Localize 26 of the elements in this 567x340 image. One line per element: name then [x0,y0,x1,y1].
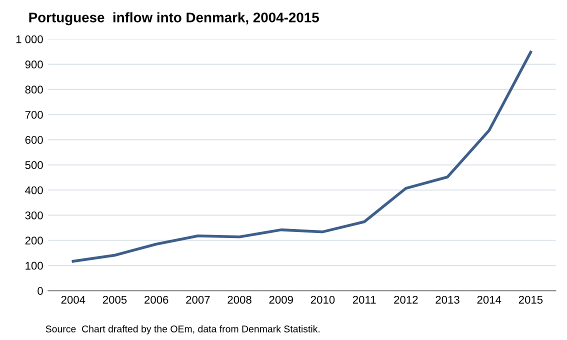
y-tick-label: 300 [25,211,43,220]
x-tick-label: 2012 [394,296,418,304]
x-tick-label: 2013 [436,296,460,304]
x-tick-label: 2011 [352,296,376,304]
y-tick-label: 200 [25,236,43,245]
y-tick-label: 700 [25,110,43,119]
x-tick-label: 2007 [186,296,210,304]
x-tick-label: 2010 [310,296,335,304]
y-tick-label: 500 [25,161,43,170]
chart-title: Portuguese inflow into Denmark, 2004-2015 [29,12,319,26]
x-tick-label: 2004 [61,296,86,304]
y-tick-label: 100 [26,262,43,270]
x-tick-label: 2008 [228,296,252,304]
x-tick-label: 2006 [144,296,168,304]
x-tick-label: 2005 [102,296,127,304]
x-tick-label: 2015 [518,296,543,304]
x-tick-label: 2014 [477,296,502,304]
y-tick-label: 800 [25,86,43,94]
y-tick-label: 900 [25,60,43,68]
source-note: Source Chart drafted by the OEm, data from Denmark Statistik. [46,325,320,334]
y-tick-label: 400 [25,186,43,194]
y-tick-label: 600 [25,136,43,144]
x-tick-label: 2009 [269,296,293,304]
y-tick-label: 0 [38,286,43,295]
y-tick-label: 1 000 [16,35,43,44]
line-series [72,50,532,263]
